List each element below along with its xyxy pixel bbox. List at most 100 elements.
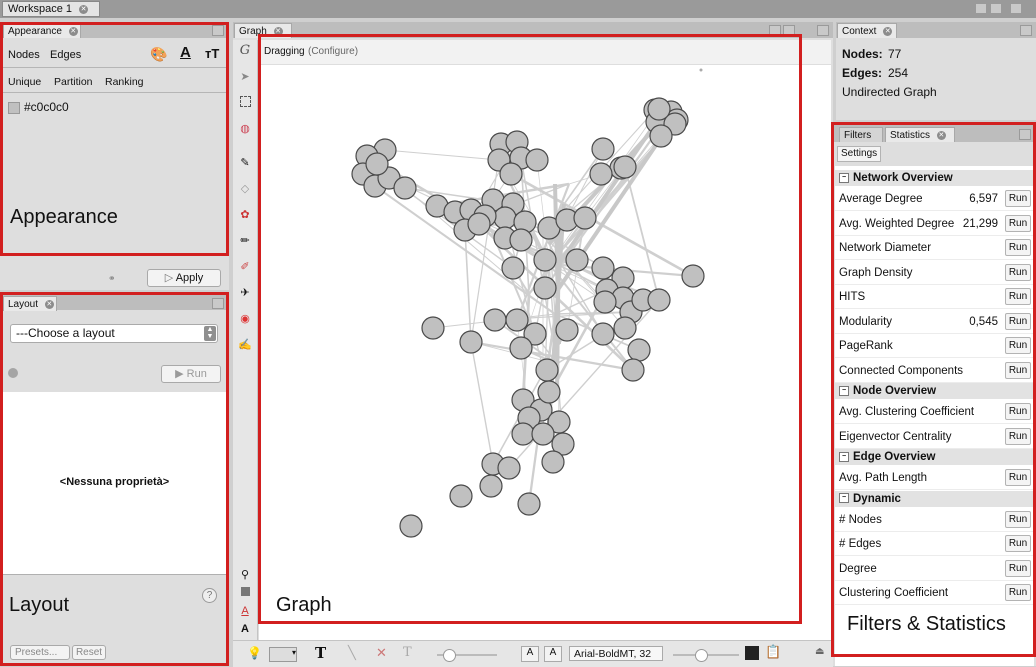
graph-node[interactable]	[541, 450, 565, 474]
graph-node[interactable]	[511, 422, 535, 446]
run-statistic-button[interactable]: Run	[1005, 361, 1031, 379]
graph-node[interactable]	[565, 248, 589, 272]
graph-node[interactable]	[523, 322, 547, 346]
light-bulb-icon[interactable]: 💡	[247, 646, 262, 660]
drag-icon[interactable]: ◍	[240, 123, 250, 135]
graph-node[interactable]	[591, 322, 615, 346]
workspace-tab[interactable]: Workspace 1 ✕	[2, 1, 100, 17]
slider-thumb[interactable]	[443, 649, 456, 662]
graph-node[interactable]	[647, 97, 671, 121]
font-size-decrease-icon[interactable]: A	[521, 646, 539, 662]
collapse-icon[interactable]: −	[839, 172, 849, 183]
run-statistic-button[interactable]: Run	[1005, 510, 1031, 528]
tab-statistics[interactable]: Statistics ✕	[885, 127, 955, 142]
graph-node[interactable]	[449, 484, 473, 508]
graph-node[interactable]	[533, 276, 557, 300]
tab-graph[interactable]: Graph ✕	[234, 23, 292, 38]
edit-icon[interactable]: ✍	[238, 339, 252, 351]
graph-node[interactable]	[467, 212, 491, 236]
run-layout-button[interactable]: ▶ Run	[161, 365, 221, 383]
graph-node[interactable]	[627, 338, 651, 362]
graph-node[interactable]	[497, 456, 521, 480]
section-header[interactable]: − Node Overview	[835, 383, 1034, 399]
graph-node[interactable]	[393, 176, 417, 200]
close-icon[interactable]: ✕	[936, 130, 946, 140]
link-icon[interactable]: ⚭	[108, 273, 116, 283]
graph-node[interactable]	[613, 316, 637, 340]
close-icon[interactable]: ✕	[883, 26, 893, 36]
graph-node[interactable]	[551, 432, 575, 456]
graph-node[interactable]	[591, 137, 615, 161]
scroll-right-icon[interactable]	[990, 3, 1002, 14]
screenshot-menu-icon[interactable]: ▾	[269, 647, 297, 662]
painter-icon[interactable]: ✎	[240, 157, 250, 169]
presets-button[interactable]: Presets...	[10, 645, 70, 660]
zoom-icon[interactable]: ⚲	[240, 569, 250, 581]
graph-node[interactable]	[479, 474, 503, 498]
run-statistic-button[interactable]: Run	[1005, 312, 1031, 330]
collapse-icon[interactable]: −	[839, 451, 849, 462]
graph-node[interactable]	[537, 380, 561, 404]
scroll-right-icon[interactable]	[783, 25, 795, 36]
close-icon[interactable]: ✕	[273, 26, 283, 36]
run-statistic-button[interactable]: Run	[1005, 337, 1031, 354]
minimize-icon[interactable]	[1019, 129, 1031, 140]
run-statistic-button[interactable]: Run	[1005, 190, 1031, 207]
scroll-left-icon[interactable]	[769, 25, 781, 36]
configure-link[interactable]: (Configure)	[308, 46, 359, 57]
graph-node[interactable]	[501, 256, 525, 280]
edge-pencil-icon[interactable]: ✐	[240, 261, 250, 273]
graph-node[interactable]	[647, 288, 671, 312]
tab-filters[interactable]: Filters	[839, 127, 883, 142]
graph-node[interactable]	[525, 148, 549, 172]
expand-icon[interactable]: ⏏	[815, 646, 825, 657]
tab-layout[interactable]: Layout ✕	[3, 296, 57, 311]
pencil-icon[interactable]: ✏	[240, 235, 250, 247]
graph-node[interactable]	[555, 318, 579, 342]
label-size-slider[interactable]	[673, 649, 739, 662]
clipboard-icon[interactable]: 📋	[765, 644, 782, 659]
graph-node[interactable]	[459, 330, 483, 354]
font-selector[interactable]: Arial-BoldMT, 32	[569, 646, 663, 661]
run-statistic-button[interactable]: Run	[1005, 214, 1031, 232]
unique-tab[interactable]: Unique	[8, 76, 42, 88]
size-icon[interactable]: ✿	[240, 209, 250, 221]
close-icon[interactable]: ✕	[79, 4, 89, 14]
graph-node[interactable]	[365, 152, 389, 176]
ranking-tab[interactable]: Ranking	[105, 76, 144, 88]
graph-node[interactable]	[517, 492, 541, 516]
graph-node[interactable]	[421, 316, 445, 340]
run-statistic-button[interactable]: Run	[1005, 239, 1031, 256]
graph-node[interactable]	[649, 124, 673, 148]
graph-node[interactable]	[621, 358, 645, 382]
text-size-icon[interactable]: тT	[205, 46, 220, 61]
graph-node[interactable]	[499, 162, 523, 186]
heat-map-icon[interactable]: ◉	[240, 313, 250, 325]
apply-button[interactable]: ▷ Apply	[147, 269, 221, 287]
graph-node[interactable]	[399, 514, 423, 538]
font-size-increase-icon[interactable]: A	[544, 646, 562, 662]
graph-node[interactable]	[509, 336, 533, 360]
label-color-swatch[interactable]	[745, 646, 759, 660]
label-font-icon[interactable]: A	[241, 623, 249, 635]
graph-node[interactable]	[483, 308, 507, 332]
graph-node[interactable]	[509, 228, 533, 252]
graph-node[interactable]	[589, 162, 613, 186]
section-header[interactable]: − Dynamic	[835, 490, 1034, 507]
rectangle-select-icon[interactable]	[238, 96, 252, 110]
run-statistic-button[interactable]: Run	[1005, 559, 1031, 577]
nodes-mode-tab[interactable]: Nodes	[8, 49, 40, 61]
run-statistic-button[interactable]: Run	[1005, 584, 1031, 601]
text-color-icon[interactable]: A	[180, 44, 191, 61]
edges-mode-tab[interactable]: Edges	[50, 49, 82, 61]
minimize-icon[interactable]	[212, 298, 224, 309]
graph-node[interactable]	[613, 155, 637, 179]
text-disabled-icon[interactable]: T	[403, 645, 412, 660]
partition-tab[interactable]: Partition	[54, 76, 93, 88]
help-icon[interactable]: ?	[202, 588, 217, 603]
run-statistic-button[interactable]: Run	[1005, 263, 1031, 281]
close-icon[interactable]: ✕	[68, 26, 78, 36]
background-color-icon[interactable]	[238, 586, 252, 600]
close-icon[interactable]: ✕	[44, 299, 54, 309]
shortest-path-icon[interactable]: ✈	[240, 287, 250, 299]
